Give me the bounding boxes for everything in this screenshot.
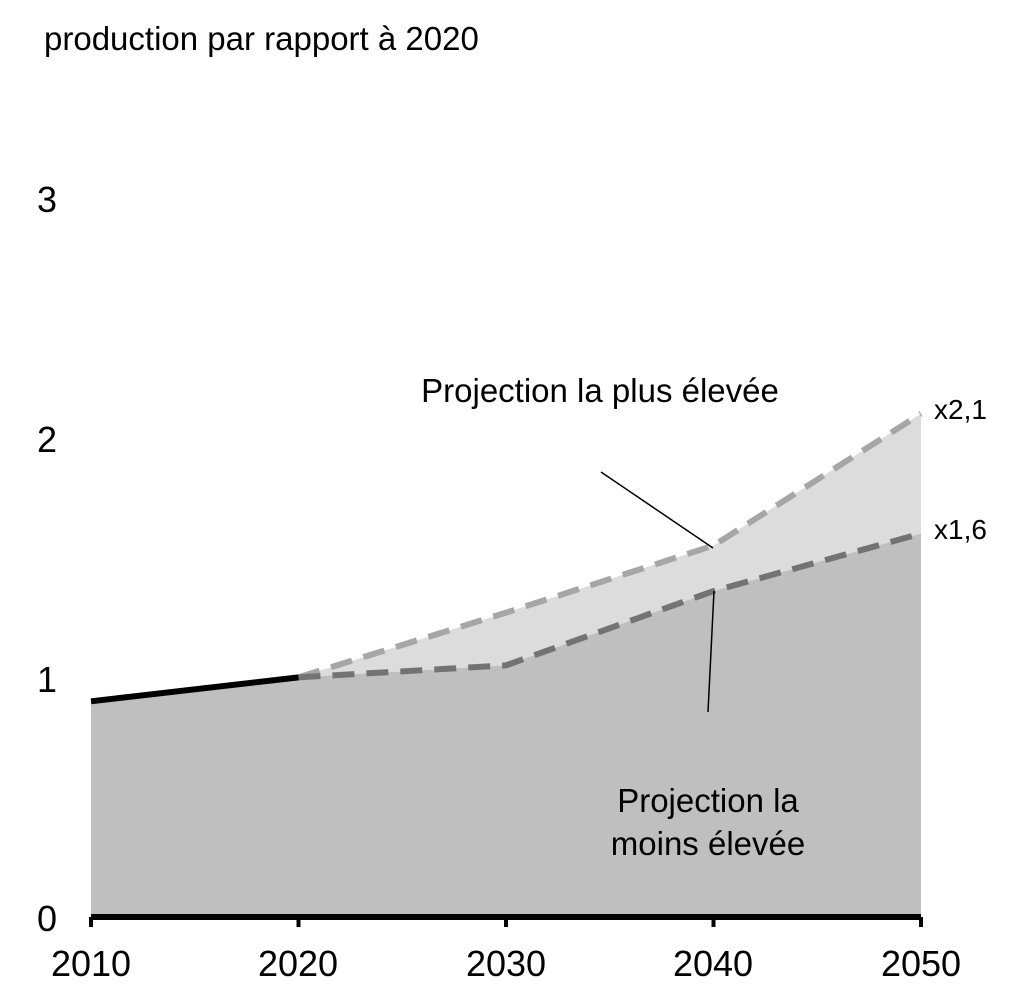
high-end-label: x2,1 <box>934 394 987 425</box>
x-tick-label: 2010 <box>51 943 131 984</box>
x-tick-label: 2040 <box>673 943 753 984</box>
low-projection-leader <box>707 590 715 713</box>
low-projection-area <box>91 533 921 917</box>
y-tick-label: 1 <box>37 659 57 700</box>
x-tick-label: 2030 <box>466 943 546 984</box>
y-axis-title: production par rapport à 2020 <box>44 20 479 57</box>
low-projection-line <box>298 530 922 681</box>
low-projection-label: Projection la <box>617 782 799 819</box>
y-tick-label: 0 <box>37 898 57 939</box>
low-projection-label: moins élevée <box>611 825 805 862</box>
historical-line <box>90 674 299 705</box>
high-projection-line <box>297 411 923 681</box>
high-projection-leader <box>600 471 714 549</box>
high-projection-area <box>298 413 921 678</box>
high-projection-label: Projection la plus élevée <box>421 372 779 409</box>
low-end-label: x1,6 <box>934 514 987 545</box>
y-tick-label: 3 <box>37 179 57 220</box>
x-tick-label: 2020 <box>258 943 338 984</box>
y-tick-label: 2 <box>37 419 57 460</box>
x-tick-label: 2050 <box>881 943 961 984</box>
